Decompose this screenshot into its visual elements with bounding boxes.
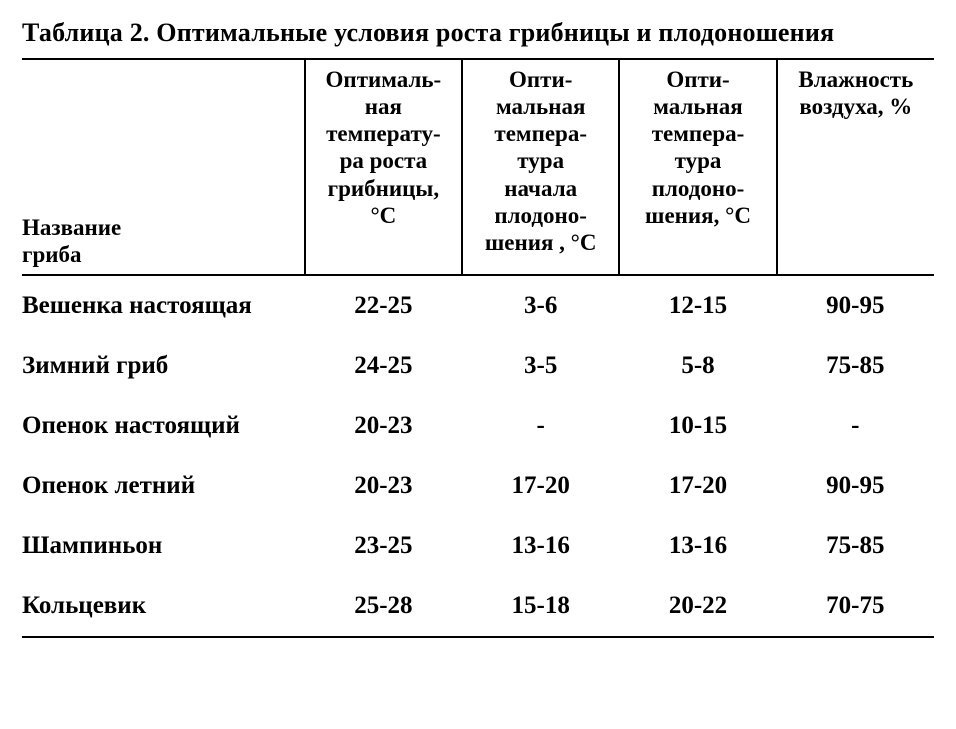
- col-header-fruiting-temp: Опти-мальнаятемпера-тураплодоно-шения, °…: [619, 59, 776, 275]
- cell-value: 15-18: [462, 576, 619, 637]
- col-header-name: Названиегриба: [22, 59, 305, 275]
- cell-value: 3-5: [462, 336, 619, 396]
- cell-value: 12-15: [619, 275, 776, 336]
- cell-name: Вешенка настоящая: [22, 275, 305, 336]
- cell-value: 25-28: [305, 576, 462, 637]
- cell-value: 20-23: [305, 396, 462, 456]
- cell-value: 13-16: [619, 516, 776, 576]
- cell-name: Кольцевик: [22, 576, 305, 637]
- table-row: Вешенка настоящая 22-25 3-6 12-15 90-95: [22, 275, 934, 336]
- cell-name: Зимний гриб: [22, 336, 305, 396]
- col-header-start-fruiting-temp: Опти-мальнаятемпера-тураначалаплодоно-ше…: [462, 59, 619, 275]
- cell-name: Шампиньон: [22, 516, 305, 576]
- cell-value: 3-6: [462, 275, 619, 336]
- cell-value: 20-23: [305, 456, 462, 516]
- cell-value: 75-85: [777, 336, 934, 396]
- cell-name: Опенок настоящий: [22, 396, 305, 456]
- cell-name: Опенок летний: [22, 456, 305, 516]
- table-title: Таблица 2. Оптимальные условия роста гри…: [22, 18, 934, 48]
- table-row: Кольцевик 25-28 15-18 20-22 70-75: [22, 576, 934, 637]
- table-row: Шампиньон 23-25 13-16 13-16 75-85: [22, 516, 934, 576]
- cell-value: 5-8: [619, 336, 776, 396]
- table-body: Вешенка настоящая 22-25 3-6 12-15 90-95 …: [22, 275, 934, 637]
- table-row: Зимний гриб 24-25 3-5 5-8 75-85: [22, 336, 934, 396]
- cell-value: 17-20: [462, 456, 619, 516]
- cell-value: 23-25: [305, 516, 462, 576]
- cell-value: 24-25: [305, 336, 462, 396]
- col-header-growth-temp: Оптималь-наятемперату-ра ростагрибницы,°…: [305, 59, 462, 275]
- cell-value: -: [462, 396, 619, 456]
- table-header-row: Названиегриба Оптималь-наятемперату-ра р…: [22, 59, 934, 275]
- cell-value: 90-95: [777, 456, 934, 516]
- cell-value: 17-20: [619, 456, 776, 516]
- cell-value: 13-16: [462, 516, 619, 576]
- cell-value: 22-25: [305, 275, 462, 336]
- cell-value: 75-85: [777, 516, 934, 576]
- cell-value: -: [777, 396, 934, 456]
- conditions-table: Названиегриба Оптималь-наятемперату-ра р…: [22, 58, 934, 638]
- cell-value: 70-75: [777, 576, 934, 637]
- cell-value: 20-22: [619, 576, 776, 637]
- col-header-humidity: Влажностьвоздуха, %: [777, 59, 934, 275]
- cell-value: 10-15: [619, 396, 776, 456]
- table-row: Опенок летний 20-23 17-20 17-20 90-95: [22, 456, 934, 516]
- table-row: Опенок настоящий 20-23 - 10-15 -: [22, 396, 934, 456]
- cell-value: 90-95: [777, 275, 934, 336]
